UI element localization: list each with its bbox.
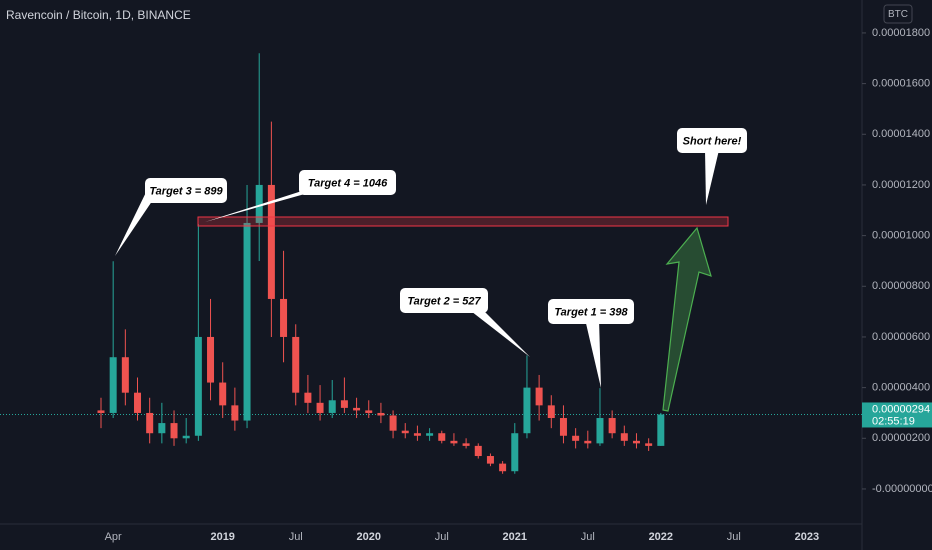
candle-body [559, 418, 567, 436]
x-tick-label: 2020 [356, 531, 380, 543]
candle-body [340, 400, 348, 408]
up-arrow [662, 226, 712, 412]
candle-body [292, 336, 300, 393]
candle-body [535, 387, 543, 406]
candle-body [413, 433, 421, 436]
candle-body [523, 387, 531, 434]
y-tick-label: 0.00001800 [872, 27, 930, 39]
x-tick-label: 2022 [649, 531, 673, 543]
candle-body [243, 222, 251, 421]
candle-body [207, 336, 215, 383]
candle-body [596, 418, 604, 444]
x-tick-label: Jul [581, 531, 595, 543]
candle-body [170, 423, 178, 439]
callout-pointer [705, 150, 719, 205]
chart-title: Ravencoin / Bitcoin, 1D, BINANCE [6, 8, 191, 22]
candle-body [645, 443, 653, 446]
candle-body [377, 412, 385, 416]
candle-body [267, 184, 275, 299]
candle-body [608, 418, 616, 434]
callout-text: Short here! [683, 135, 742, 147]
resistance-zone [197, 216, 729, 227]
candle-body [657, 414, 665, 446]
candle-body [499, 463, 507, 472]
candle-body [547, 405, 555, 419]
candle-body [511, 433, 519, 472]
callout-pointer [205, 190, 319, 222]
callout-box [299, 170, 396, 195]
candle-body [316, 402, 324, 413]
x-tick-label: 2023 [795, 531, 819, 543]
last-price-badge [862, 402, 932, 428]
plot-area [0, 53, 862, 474]
candle-body [158, 423, 166, 434]
candle-body [401, 430, 409, 434]
callout-text: Target 3 = 899 [149, 185, 223, 197]
y-tick-label: 0.00000200 [872, 432, 930, 444]
candle-body [486, 456, 494, 464]
callout-box [548, 299, 634, 324]
y-tick-label: 0.00000600 [872, 331, 930, 343]
callout-pointer [585, 319, 601, 388]
candle-body [280, 298, 288, 337]
candle-body [584, 440, 592, 444]
y-tick-label: 0.00001600 [872, 78, 930, 90]
callout-box [400, 288, 488, 313]
candle-body [474, 445, 482, 457]
y-tick-label: 0.00001000 [872, 230, 930, 242]
candle-body [632, 440, 640, 444]
callout-text: Target 2 = 527 [407, 295, 481, 307]
candle-body [620, 433, 628, 441]
last-price-label: 0.00000294 [872, 403, 930, 415]
candle-body [304, 392, 312, 403]
currency-label[interactable]: BTC [888, 9, 908, 20]
callout-box [145, 178, 227, 203]
candle-body [438, 433, 446, 441]
callout-text: Target 1 = 398 [554, 306, 628, 318]
candle-body [450, 440, 458, 444]
callout-text: Target 4 = 1046 [308, 177, 388, 189]
y-tick-label: 0.00000400 [872, 382, 930, 394]
candle-body [255, 184, 263, 223]
candle-body [109, 357, 117, 413]
callout-pointer [467, 308, 530, 357]
x-tick-label: Jul [727, 531, 741, 543]
candle-body [231, 405, 239, 421]
candle-body [426, 433, 434, 436]
candle-body [121, 357, 129, 393]
x-tick-label: Jul [435, 531, 449, 543]
candle-body [134, 392, 142, 413]
candle-body [572, 435, 580, 441]
candle-body [389, 415, 397, 431]
y-tick-label: 0.00001200 [872, 179, 930, 191]
x-tick-label: 2021 [503, 531, 527, 543]
x-tick-label: Apr [105, 531, 122, 543]
candle-body [182, 435, 190, 439]
candle-body [146, 412, 154, 434]
candle-body [194, 336, 202, 436]
candle-body [365, 410, 373, 413]
candle-body [328, 400, 336, 413]
x-tick-label: Jul [289, 531, 303, 543]
y-tick-label: -0.00000000 [872, 483, 932, 495]
x-tick-label: 2019 [210, 531, 234, 543]
y-tick-label: 0.00000800 [872, 280, 930, 292]
candle-body [97, 410, 105, 413]
callout-box [677, 128, 747, 153]
candle-body [353, 407, 361, 411]
candle-body [462, 443, 470, 446]
y-tick-label: 0.00001400 [872, 128, 930, 140]
currency-button[interactable] [883, 4, 913, 24]
candle-body [219, 382, 227, 406]
countdown: 02:55:19 [872, 415, 915, 427]
annotations: Target 3 = 899 Target 4 = 1046 Target 2 = … [115, 128, 747, 388]
